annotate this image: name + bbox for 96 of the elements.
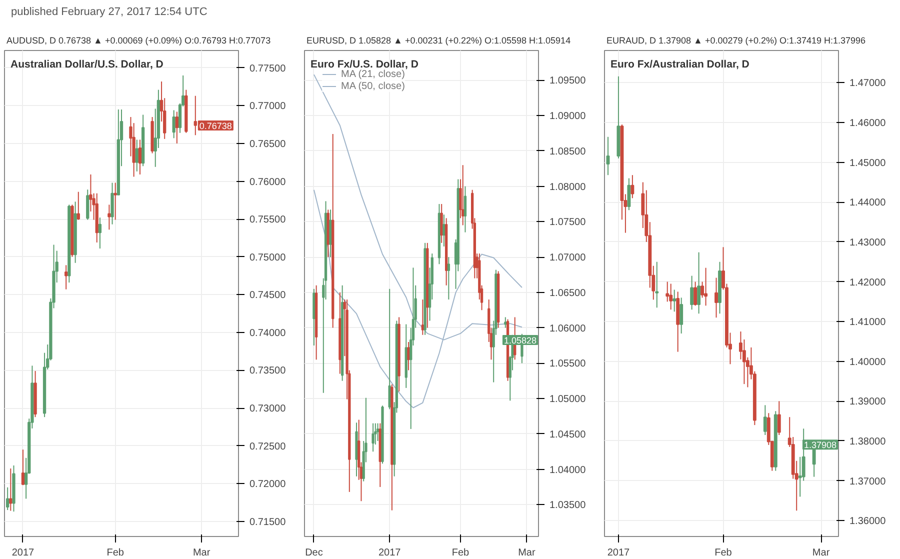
candlestick	[672, 289, 676, 312]
candlestick	[504, 316, 507, 328]
y-tick-label: 1.40000	[850, 356, 886, 368]
candlestick	[680, 297, 684, 334]
candlestick	[407, 341, 410, 371]
annotation: 1.05828	[504, 335, 537, 346]
y-tick-label: 1.08000	[550, 182, 586, 193]
y-tick-label: 0.76500	[250, 138, 286, 150]
y-tick-label: 0.77000	[250, 101, 286, 112]
candlestick	[98, 217, 102, 250]
candlestick	[86, 189, 90, 220]
y-tick-label: 1.36000	[850, 516, 886, 528]
candlestick	[655, 261, 659, 308]
annotation: 1.37908	[804, 440, 837, 450]
y-tick-label: 1.41000	[850, 317, 886, 328]
candlestick	[9, 468, 12, 512]
text: Australian Dollar/U.S. Dollar, D	[10, 58, 164, 70]
candlestick	[714, 277, 718, 318]
y-tick-label: 1.08500	[550, 146, 586, 158]
text: Euro Fx/U.S. Dollar, D	[310, 58, 419, 70]
chart-subtitle: AUDUSD, D 0.76738 ▲ +0.00069 (+0.09%) O:0.76793 H:0.77073	[6, 36, 271, 46]
candlestick	[627, 178, 631, 211]
y-tick-label: 1.07000	[550, 252, 586, 264]
y-tick-label: 0.76000	[250, 176, 286, 188]
candlestick	[630, 174, 634, 199]
chart-subtitle: EURUSD, D 1.05828 ▲ +0.00231 (+0.22%) O:1.05598 H:1.05914	[306, 36, 571, 46]
y-tick-label: 1.42000	[850, 277, 886, 288]
y-tick-label: 1.43000	[850, 237, 886, 248]
y-tick-label: 1.09500	[550, 76, 586, 87]
text: Euro Fx/Australian Dollar, D	[610, 58, 750, 70]
candlestick	[462, 164, 464, 226]
y-tick-label: 0.75500	[250, 214, 286, 226]
x-tick-label: 2017	[12, 548, 35, 558]
candlestick	[372, 422, 374, 452]
chart-subtitle: EURAUD, D 1.37908 ▲ +0.00279 (+0.2%) O:1.37419 H:1.37996	[606, 36, 866, 46]
candlestick	[690, 275, 694, 310]
candlestick	[606, 136, 610, 176]
candlestick	[763, 404, 767, 436]
y-tick-label: 0.73500	[250, 366, 286, 377]
x-tick-label: Mar	[812, 548, 830, 558]
candlestick	[442, 214, 446, 247]
y-tick-label: 1.03500	[550, 500, 586, 512]
y-tick-label: 1.44000	[850, 198, 886, 209]
y-tick-label: 0.74500	[250, 290, 286, 302]
y-tick-label: 1.04500	[550, 429, 586, 440]
candlestick	[697, 252, 701, 314]
y-tick-label: 1.06500	[550, 288, 586, 299]
annotation: 0.76738	[199, 120, 232, 131]
x-tick-label: 2017	[607, 548, 630, 558]
legend-label: MA (21, close)	[341, 68, 405, 80]
candlestick	[704, 267, 708, 306]
y-tick-label: 0.73000	[250, 404, 286, 415]
candlestick	[777, 400, 781, 436]
x-tick-label: Feb	[106, 548, 124, 558]
candlestick	[669, 283, 673, 310]
candlestick	[694, 281, 698, 306]
candlestick	[135, 139, 138, 172]
candlestick	[64, 264, 68, 290]
x-tick-label: Feb	[452, 548, 470, 558]
y-tick-label: 1.38000	[850, 436, 886, 448]
candlestick	[175, 111, 178, 144]
candlestick	[138, 139, 142, 175]
y-tick-label: 1.46000	[850, 118, 886, 130]
legend-label: MA (50, close)	[341, 80, 405, 92]
y-tick-label: 1.05500	[550, 358, 586, 370]
y-tick-label: 1.45000	[850, 158, 886, 169]
y-tick-label: 1.47000	[850, 78, 886, 90]
y-tick-label: 0.77500	[250, 63, 286, 74]
y-tick-label: 1.39000	[850, 396, 886, 408]
x-tick-label: Mar	[518, 548, 536, 558]
candlestick	[108, 204, 111, 230]
candlestick	[114, 182, 117, 220]
y-tick-label: 0.75000	[250, 252, 286, 264]
candlestick	[110, 182, 114, 225]
y-tick-label: 1.09000	[550, 111, 586, 122]
y-tick-label: 0.72500	[250, 441, 286, 452]
x-tick-label: Feb	[714, 548, 732, 558]
y-tick-label: 0.72000	[250, 479, 286, 490]
candlestick	[172, 110, 176, 139]
x-tick-label: 2017	[378, 548, 402, 558]
y-tick-label: 1.04000	[550, 464, 586, 476]
candlestick	[464, 186, 467, 233]
y-tick-label: 0.71500	[250, 516, 286, 528]
y-tick-label: 1.06000	[550, 323, 586, 334]
y-tick-label: 1.05000	[550, 394, 586, 406]
y-tick-label: 1.07500	[550, 217, 586, 228]
text: published February 27, 2017 12:54 UTC	[11, 5, 208, 20]
candlestick	[21, 449, 25, 486]
y-tick-label: 1.37000	[850, 476, 886, 488]
candlestick	[6, 486, 10, 511]
x-tick-label: Dec	[305, 548, 323, 558]
x-tick-label: Mar	[192, 548, 211, 558]
candlestick	[376, 422, 380, 442]
candlestick	[447, 256, 450, 300]
candlestick	[76, 191, 80, 220]
y-tick-label: 0.74000	[250, 328, 286, 339]
